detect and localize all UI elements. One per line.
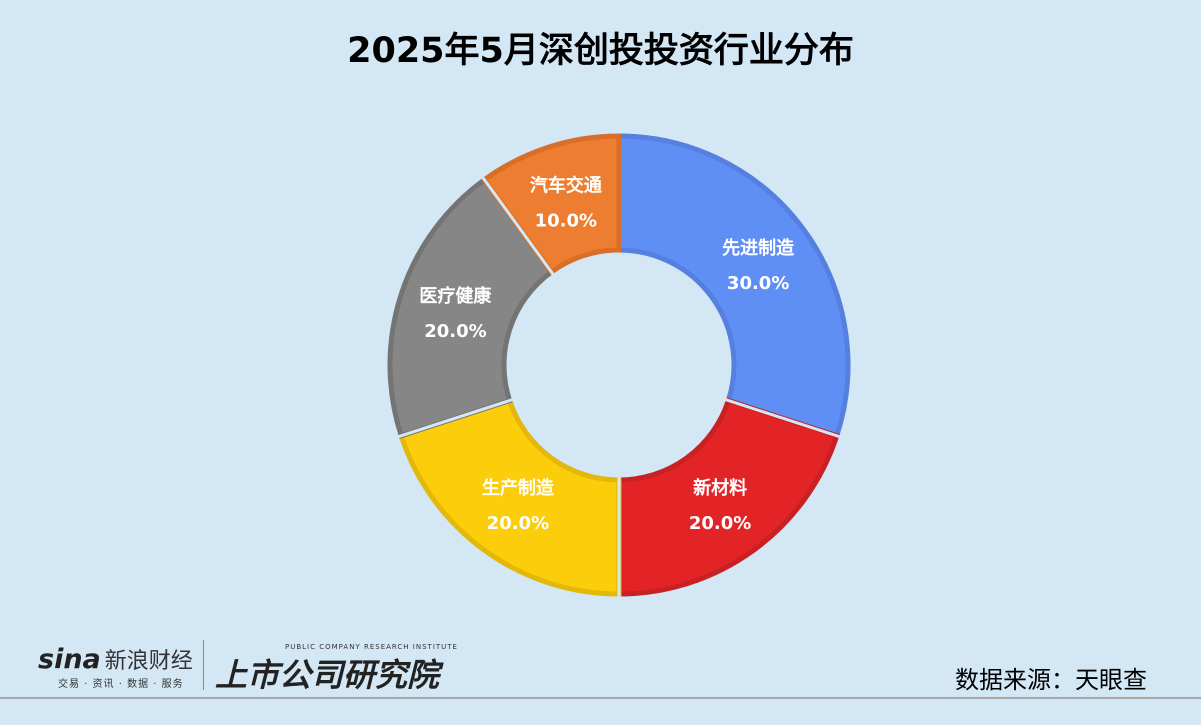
- sina-finance-logo: sina 新浪财经 交易 · 资讯 · 数据 · 服务: [38, 643, 193, 690]
- sina-logo-sub: 交易 · 资讯 · 数据 · 服务: [58, 679, 184, 690]
- logo-divider: [203, 640, 204, 690]
- slice-label: 先进制造: [722, 237, 794, 259]
- slice-1: [616, 397, 840, 597]
- slice-label: 汽车交通: [530, 174, 602, 196]
- slice-gap: [397, 398, 513, 439]
- slice-gap: [725, 398, 841, 439]
- sina-logo-word: sina: [38, 644, 101, 675]
- slice-3: [387, 176, 555, 439]
- slice-2: [398, 397, 622, 597]
- sina-logo-cn: 新浪财经: [104, 649, 193, 674]
- slice-label: 生产制造: [482, 477, 554, 499]
- chart-title: 2025年5月深创投投资行业分布: [347, 31, 854, 71]
- slice-value-label: 10.0%: [535, 210, 597, 231]
- data-source: 数据来源：天眼查: [955, 666, 1147, 694]
- slice-value-label: 30.0%: [727, 273, 789, 294]
- institute-logo-cn: 上市公司研究院: [215, 656, 440, 694]
- slice-label: 新材料: [693, 477, 747, 499]
- slice-value-label: 20.0%: [424, 321, 486, 342]
- slice-value-label: 20.0%: [689, 513, 751, 534]
- slice-0: [616, 133, 851, 439]
- slice-4: [480, 133, 622, 276]
- slice-gap: [481, 176, 555, 276]
- slice-value-label: 20.0%: [487, 513, 549, 534]
- footer-line: [0, 697, 1201, 699]
- slice-label: 医疗健康: [419, 285, 492, 307]
- institute-logo-en: PUBLIC COMPANY RESEARCH INSTITUTE: [285, 643, 458, 651]
- donut-chart: 先进制造 30.0% 新材料 20.0% 生产制造 20.0% 医疗健康 20.0% 汽车交通 1…: [387, 133, 851, 597]
